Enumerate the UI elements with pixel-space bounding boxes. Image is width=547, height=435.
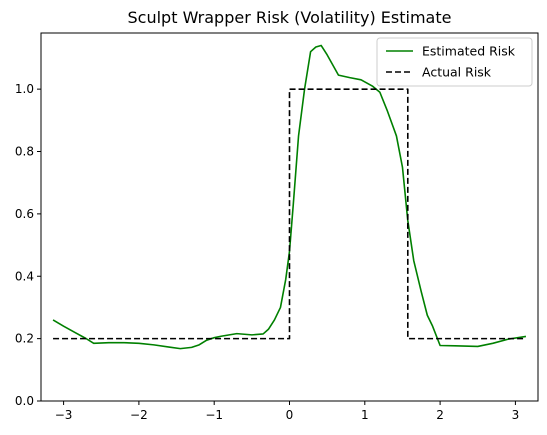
series-line-estimated-risk [52,44,527,350]
y-tick-label: 0.6 [15,207,34,221]
plot-area [52,44,527,350]
x-tick-label: 2 [436,408,444,422]
x-tick-label: 3 [512,408,520,422]
y-tick-label: 0.4 [15,269,34,283]
legend-label-estimated-risk: Estimated Risk [422,44,516,59]
y-tick-label: 0.8 [15,145,34,159]
y-tick-label: 1.0 [15,82,34,96]
x-tick-label: −1 [205,408,223,422]
series-line-actual-risk [53,88,526,340]
chart-title: Sculpt Wrapper Risk (Volatility) Estimat… [128,8,452,27]
legend-box [376,37,533,87]
x-tick-label: −3 [55,408,73,422]
legend: Estimated Risk Actual Risk [376,37,533,87]
y-tick-label: 0.0 [15,394,34,408]
legend-label-actual-risk: Actual Risk [422,65,492,80]
x-tick-label: 0 [286,408,294,422]
x-tick-label: 1 [361,408,369,422]
y-tick-label: 0.2 [15,332,34,346]
x-tick-label: −2 [130,408,148,422]
axis-ticks: −3 −2 −1 0 1 2 3 0.0 0.2 0.4 0.6 0.8 1.0 [15,82,519,422]
